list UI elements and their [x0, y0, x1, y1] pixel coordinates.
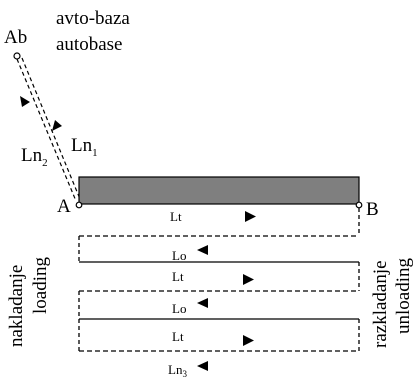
- arrow-ln2: [20, 96, 30, 107]
- trip3-lt-label: Lt: [172, 329, 184, 344]
- ln3-label: Ln3: [168, 362, 187, 378]
- loading-label-local: nakladanje: [6, 265, 27, 347]
- arrow-ln1: [52, 120, 62, 131]
- trip2-forward-arrow: [243, 274, 254, 285]
- ln3-back-arrow: [197, 361, 208, 371]
- return1-back-arrow: [197, 245, 208, 255]
- trip1-forward-arrow: [245, 211, 256, 222]
- depot-node: [13, 52, 21, 60]
- ln2-label: Ln2: [21, 145, 48, 169]
- point-b-label: B: [366, 199, 379, 220]
- loading-label-en: loading: [30, 257, 51, 314]
- trip1-lt-label: Lt: [170, 209, 182, 224]
- unloading-label-en: unloading: [393, 258, 414, 334]
- trip2-lt-label: Lt: [172, 269, 184, 284]
- route-ln2-dashed: [16, 58, 77, 202]
- route-ln1-dashed: [21, 57, 81, 200]
- unloading-label-local: razkladanje: [370, 260, 391, 348]
- point-a-node: [75, 201, 83, 209]
- depot-name-local: avto-baza: [56, 8, 130, 29]
- return2-lo-label: Lo: [172, 301, 186, 316]
- return2-back-arrow: [197, 298, 208, 308]
- depot-name-en: autobase: [56, 34, 122, 55]
- trip3-forward-arrow: [243, 335, 254, 346]
- ln1-label: Ln1: [71, 135, 98, 159]
- depot-abbr-label: Ab: [4, 27, 27, 48]
- point-b-node: [355, 201, 363, 209]
- point-a-label: A: [57, 196, 71, 217]
- return1-lo-label: Lo: [172, 248, 186, 263]
- road-segment: [78, 176, 360, 205]
